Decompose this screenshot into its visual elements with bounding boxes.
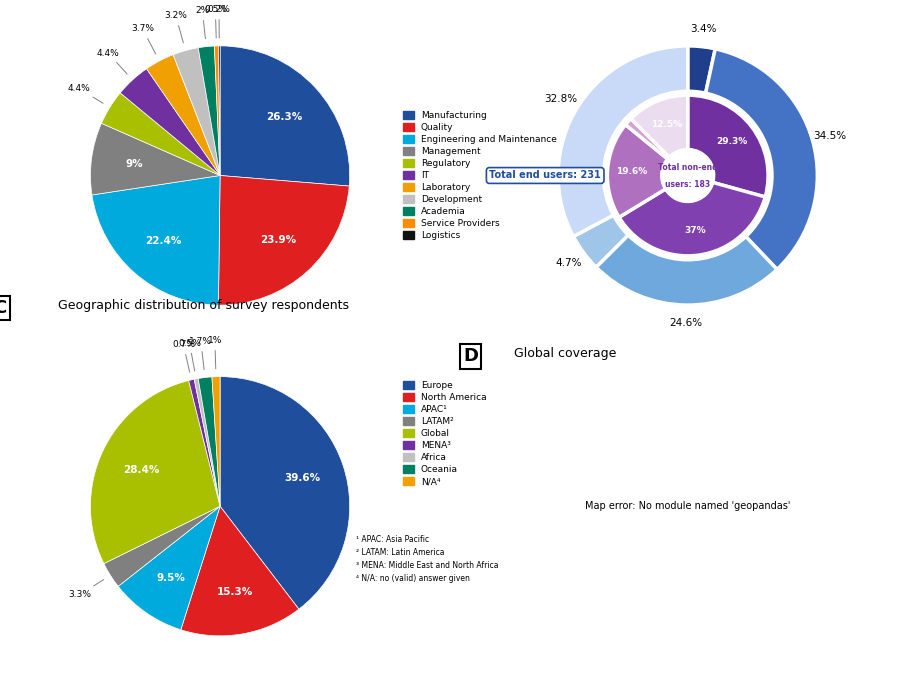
Text: 3.3%: 3.3% bbox=[68, 580, 104, 599]
Wedge shape bbox=[118, 506, 220, 630]
Text: ¹ APAC: Asia Pacific
² LATAM: Latin America
³ MENA: Middle East and North Africa: ¹ APAC: Asia Pacific ² LATAM: Latin Amer… bbox=[356, 535, 499, 583]
Wedge shape bbox=[558, 46, 688, 236]
Wedge shape bbox=[102, 93, 220, 176]
Wedge shape bbox=[104, 506, 220, 587]
Text: Geographic distribution of survey respondents: Geographic distribution of survey respon… bbox=[58, 299, 349, 312]
Text: 1%: 1% bbox=[207, 336, 222, 369]
Legend: Manufacturing, Quality, Engineering and Maintenance, Management, Regulatory, IT,: Manufacturing, Quality, Engineering and … bbox=[403, 111, 557, 240]
Wedge shape bbox=[212, 377, 220, 506]
Text: Total end users: 231: Total end users: 231 bbox=[490, 171, 601, 180]
Text: 4.4%: 4.4% bbox=[96, 49, 127, 74]
Text: C: C bbox=[0, 299, 6, 317]
Text: Global coverage: Global coverage bbox=[514, 348, 616, 360]
Text: 3.4%: 3.4% bbox=[691, 24, 717, 34]
Text: 28.4%: 28.4% bbox=[123, 465, 160, 475]
Text: 15.3%: 15.3% bbox=[217, 587, 253, 597]
Wedge shape bbox=[91, 124, 220, 195]
Text: 12.5%: 12.5% bbox=[651, 119, 682, 128]
Circle shape bbox=[661, 149, 714, 202]
Text: 34.5%: 34.5% bbox=[813, 131, 846, 140]
Wedge shape bbox=[91, 381, 220, 564]
Wedge shape bbox=[218, 46, 220, 176]
Wedge shape bbox=[194, 379, 220, 506]
Text: 0.5%: 0.5% bbox=[204, 5, 226, 38]
Text: 0.7%: 0.7% bbox=[171, 340, 195, 372]
Wedge shape bbox=[688, 46, 715, 93]
Text: 4.7%: 4.7% bbox=[556, 259, 582, 269]
Text: 2%: 2% bbox=[195, 6, 209, 38]
Wedge shape bbox=[120, 69, 220, 176]
Text: 29.3%: 29.3% bbox=[716, 137, 747, 146]
Text: 32.8%: 32.8% bbox=[545, 95, 578, 105]
Text: 0.2%: 0.2% bbox=[207, 5, 230, 38]
Wedge shape bbox=[596, 235, 777, 305]
Legend: Europe, North America, APAC¹, LATAM², Global, MENA³, Africa, Oceania, N/A⁴: Europe, North America, APAC¹, LATAM², Gl… bbox=[403, 381, 487, 487]
Wedge shape bbox=[189, 379, 220, 506]
Text: Map error: No module named 'geopandas': Map error: No module named 'geopandas' bbox=[585, 502, 790, 511]
Wedge shape bbox=[220, 46, 349, 186]
Text: 9.5%: 9.5% bbox=[156, 572, 185, 583]
Text: Total non-end: Total non-end bbox=[657, 163, 718, 172]
Text: 0.5%: 0.5% bbox=[178, 339, 201, 371]
Text: 9%: 9% bbox=[126, 159, 143, 169]
Wedge shape bbox=[573, 215, 628, 267]
Text: users: 183: users: 183 bbox=[665, 180, 711, 189]
Wedge shape bbox=[147, 55, 220, 176]
Wedge shape bbox=[215, 46, 220, 176]
Wedge shape bbox=[631, 95, 688, 157]
Text: 26.3%: 26.3% bbox=[266, 111, 302, 121]
Wedge shape bbox=[198, 377, 220, 506]
Wedge shape bbox=[218, 176, 349, 305]
Text: 19.6%: 19.6% bbox=[616, 167, 647, 176]
Wedge shape bbox=[181, 506, 299, 636]
Text: 1.7%: 1.7% bbox=[189, 337, 213, 370]
Wedge shape bbox=[198, 46, 220, 176]
Text: 24.6%: 24.6% bbox=[669, 318, 702, 328]
Text: 39.6%: 39.6% bbox=[284, 473, 320, 483]
Text: 23.9%: 23.9% bbox=[260, 235, 296, 245]
Text: 37%: 37% bbox=[685, 226, 706, 235]
Wedge shape bbox=[688, 95, 768, 197]
Text: D: D bbox=[463, 348, 478, 365]
Wedge shape bbox=[92, 176, 220, 305]
Wedge shape bbox=[625, 119, 669, 159]
Wedge shape bbox=[607, 125, 668, 217]
Text: 3.7%: 3.7% bbox=[131, 24, 156, 54]
Wedge shape bbox=[619, 182, 765, 256]
Text: 4.4%: 4.4% bbox=[68, 84, 103, 103]
Wedge shape bbox=[220, 377, 349, 609]
Wedge shape bbox=[705, 49, 817, 269]
Wedge shape bbox=[173, 48, 220, 176]
Text: 22.4%: 22.4% bbox=[145, 236, 182, 246]
Text: 3.2%: 3.2% bbox=[164, 11, 187, 43]
